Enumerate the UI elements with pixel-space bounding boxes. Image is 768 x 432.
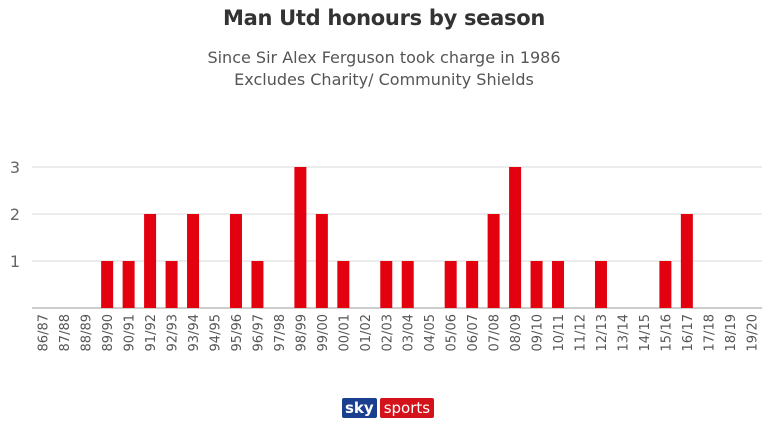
bar bbox=[187, 214, 200, 308]
bar bbox=[229, 214, 242, 308]
bar bbox=[144, 214, 157, 308]
chart-title: Man Utd honours by season bbox=[223, 6, 545, 30]
x-tick-label: 18/19 bbox=[724, 314, 739, 351]
x-tick-label: 10/11 bbox=[552, 314, 567, 351]
x-tick-label: 07/08 bbox=[488, 314, 503, 351]
x-tick-label: 17/18 bbox=[702, 314, 717, 351]
bar bbox=[509, 167, 522, 308]
x-tick-label: 04/05 bbox=[423, 314, 438, 351]
x-tick-label: 06/07 bbox=[466, 314, 481, 351]
x-tick-label: 11/12 bbox=[574, 314, 589, 351]
bar bbox=[530, 261, 543, 308]
x-tick-label: 14/15 bbox=[638, 314, 653, 351]
x-tick-label: 87/88 bbox=[58, 314, 73, 351]
x-tick-label: 00/01 bbox=[337, 314, 352, 351]
sky-sports-logo: sky sports bbox=[342, 398, 435, 418]
x-tick-label: 92/93 bbox=[166, 314, 181, 351]
bar bbox=[294, 167, 307, 308]
x-tick-label: 02/03 bbox=[380, 314, 395, 351]
x-tick-label: 96/97 bbox=[251, 314, 266, 351]
bar bbox=[680, 214, 693, 308]
bar bbox=[401, 261, 414, 308]
x-tick-label: 88/89 bbox=[80, 314, 95, 351]
y-tick-label: 1 bbox=[10, 252, 20, 271]
x-tick-label: 91/92 bbox=[144, 314, 159, 351]
x-tick-label: 90/91 bbox=[123, 314, 138, 351]
bar bbox=[444, 261, 457, 308]
x-tick-label: 01/02 bbox=[359, 314, 374, 351]
x-tick-label: 16/17 bbox=[681, 314, 696, 351]
bar bbox=[487, 214, 500, 308]
bar bbox=[466, 261, 479, 308]
x-tick-label: 94/95 bbox=[209, 314, 224, 351]
bar bbox=[122, 261, 135, 308]
x-tick-label: 12/13 bbox=[595, 314, 610, 351]
x-tick-label: 89/90 bbox=[101, 314, 116, 351]
x-tick-label: 86/87 bbox=[37, 314, 52, 351]
bar bbox=[315, 214, 328, 308]
bar bbox=[659, 261, 672, 308]
bar bbox=[380, 261, 393, 308]
x-tick-label: 13/14 bbox=[616, 314, 631, 351]
bar bbox=[337, 261, 350, 308]
bar bbox=[594, 261, 607, 308]
x-tick-label: 95/96 bbox=[230, 314, 245, 351]
x-tick-label: 99/00 bbox=[316, 314, 331, 351]
chart-subtitle-line-1: Since Sir Alex Ferguson took charge in 1… bbox=[207, 48, 561, 67]
sky-logo-text: sky bbox=[342, 398, 377, 418]
y-tick-label: 2 bbox=[10, 205, 20, 224]
bar bbox=[165, 261, 178, 308]
chart-subtitle-line-2: Excludes Charity/ Community Shields bbox=[234, 70, 534, 89]
x-tick-label: 08/09 bbox=[509, 314, 524, 351]
y-tick-label: 3 bbox=[10, 158, 20, 177]
x-tick-label: 93/94 bbox=[187, 314, 202, 351]
sports-logo-text: sports bbox=[379, 398, 435, 418]
bar bbox=[251, 261, 264, 308]
x-tick-label: 15/16 bbox=[659, 314, 674, 351]
x-tick-label: 97/98 bbox=[273, 314, 288, 351]
x-tick-label: 05/06 bbox=[445, 314, 460, 351]
bar bbox=[101, 261, 114, 308]
x-tick-label: 19/20 bbox=[745, 314, 760, 351]
x-tick-label: 98/99 bbox=[294, 314, 309, 351]
bar bbox=[552, 261, 565, 308]
x-tick-label: 09/10 bbox=[531, 314, 546, 351]
x-tick-label: 03/04 bbox=[402, 314, 417, 351]
